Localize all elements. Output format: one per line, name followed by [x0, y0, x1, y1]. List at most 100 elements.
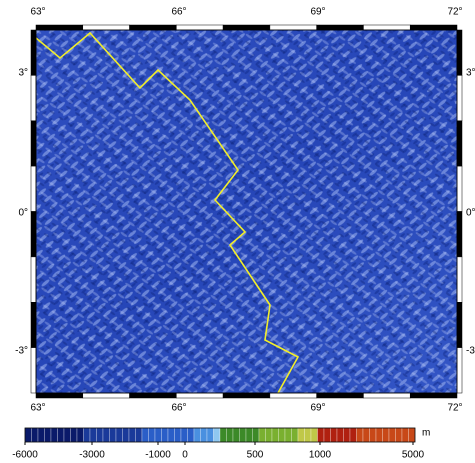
colorbar-cell — [161, 427, 169, 443]
colorbar-label: -3000 — [79, 450, 105, 461]
colorbar-cell — [89, 427, 97, 443]
frame-segment — [269, 24, 317, 31]
colorbar-cell — [96, 427, 104, 443]
colorbar-cell — [83, 427, 91, 443]
bathymetry — [36, 30, 457, 393]
colorbar-cell — [245, 427, 253, 443]
colorbar-cell — [24, 427, 32, 443]
lat-label: 0° — [466, 208, 475, 219]
colorbar-cell — [148, 427, 156, 443]
lat-label: 3° — [466, 68, 475, 79]
frame-segment — [30, 120, 37, 167]
colorbar-cell — [252, 427, 260, 443]
frame-segment — [456, 256, 463, 303]
colorbar-label: -1000 — [145, 450, 171, 461]
frame-segment — [82, 392, 130, 399]
colorbar-cell — [304, 427, 312, 443]
lat-label: -3° — [15, 346, 28, 357]
colorbar-cell — [382, 427, 390, 443]
colorbar-cell — [174, 427, 182, 443]
lon-label: 66° — [171, 403, 186, 414]
lon-label: 63° — [30, 7, 45, 18]
frame-segment — [409, 24, 458, 31]
colorbar-cell — [375, 427, 383, 443]
colorbar-cell — [213, 427, 221, 443]
colorbar-cell — [369, 427, 377, 443]
colorbar-cell — [31, 427, 39, 443]
colorbar-cell — [70, 427, 78, 443]
colorbar: -6000 -3000 -1000 0 500 1000 5000 m — [12, 427, 430, 461]
colorbar-cell — [141, 427, 149, 443]
colorbar-cell — [395, 427, 403, 443]
frame-segment — [456, 75, 463, 121]
frame-segment — [30, 256, 37, 303]
colorbar-cell — [135, 427, 143, 443]
frame-segment — [30, 75, 37, 121]
colorbar-cell — [180, 427, 188, 443]
lon-label: 72° — [447, 403, 462, 414]
lon-label: 63° — [30, 403, 45, 414]
frame-segment — [316, 392, 364, 399]
lon-label: 66° — [171, 7, 186, 18]
frame-segment — [222, 392, 271, 399]
frame-segment — [456, 29, 463, 76]
frame-segment — [176, 24, 224, 31]
colorbar-cell — [115, 427, 123, 443]
colorbar-cell — [102, 427, 110, 443]
frame-segment — [316, 24, 364, 31]
colorbar-cell — [401, 427, 409, 443]
colorbar-cell — [167, 427, 175, 443]
colorbar-cell — [200, 427, 208, 443]
frame-segment — [129, 24, 177, 31]
colorbar-cell — [128, 427, 136, 443]
frame-segment — [35, 392, 84, 399]
colorbar-cell — [219, 427, 227, 443]
colorbar-cell — [330, 427, 338, 443]
frame-segment — [363, 392, 411, 399]
colorbar-label: 1000 — [309, 450, 332, 461]
colorbar-cell — [323, 427, 331, 443]
frame-segment — [129, 392, 177, 399]
colorbar-cell — [258, 427, 266, 443]
lat-label: 0° — [18, 208, 28, 219]
lon-label: 72° — [447, 7, 462, 18]
ridge-line — [36, 31, 300, 393]
frame-outline — [35, 29, 458, 394]
colorbar-cell — [408, 427, 416, 443]
colorbar-cell — [297, 427, 305, 443]
colorbar-cell — [291, 427, 299, 443]
colorbar-cell — [63, 427, 71, 443]
frame-segment — [363, 24, 411, 31]
colorbar-cell — [356, 427, 364, 443]
colorbar-cell — [349, 427, 357, 443]
frame-segment — [35, 24, 84, 31]
frame-segment — [30, 165, 37, 212]
colorbar-outline — [24, 427, 416, 443]
frame-segment — [456, 120, 463, 167]
colorbar-cell — [154, 427, 162, 443]
colorbar-label: -6000 — [12, 450, 38, 461]
colorbar-cell — [76, 427, 84, 443]
frame-segment — [456, 302, 463, 348]
colorbar-label: 0 — [182, 450, 188, 461]
frame-segment — [176, 392, 224, 399]
lon-label: 69° — [310, 403, 325, 414]
frame-segment — [456, 165, 463, 212]
colorbar-cell — [388, 427, 396, 443]
colorbar-cell — [336, 427, 344, 443]
colorbar-cell — [278, 427, 286, 443]
frame-segment — [409, 392, 458, 399]
frame-segment — [30, 29, 37, 76]
colorbar-cell — [239, 427, 247, 443]
colorbar-unit: m — [422, 428, 430, 439]
frame-segment — [82, 24, 130, 31]
frame-segment — [456, 347, 463, 394]
colorbar-cell — [362, 427, 370, 443]
colorbar-cell — [206, 427, 214, 443]
colorbar-cell — [193, 427, 201, 443]
colorbar-cell — [109, 427, 117, 443]
colorbar-cell — [265, 427, 273, 443]
colorbar-cell — [317, 427, 325, 443]
colorbar-label: 5000 — [402, 450, 425, 461]
lat-label: -3° — [466, 346, 475, 357]
